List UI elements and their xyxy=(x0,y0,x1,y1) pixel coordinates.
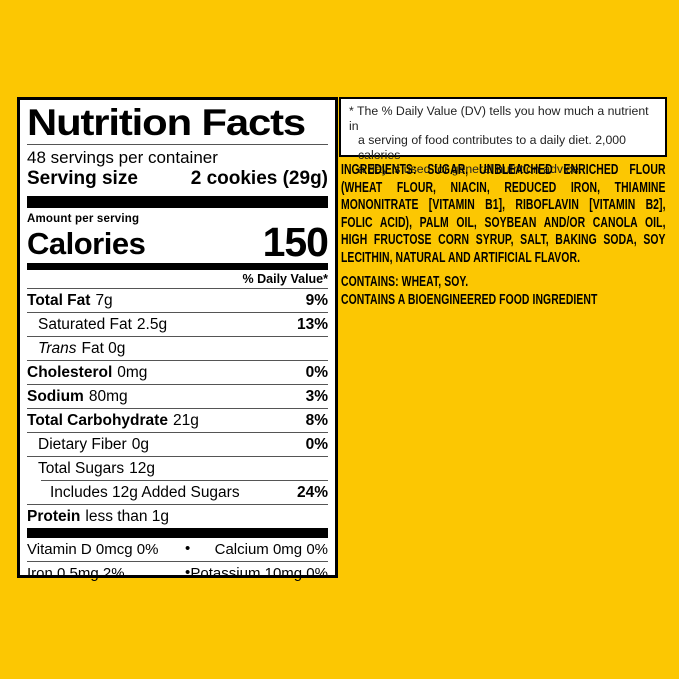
nutrient-name: Includes 12g Added Sugars xyxy=(50,483,240,501)
nutrient-name: Dietary Fiber xyxy=(38,435,127,453)
serving-size-value: 2 cookies (29g) xyxy=(190,168,328,189)
nutrient-name: Cholesterol xyxy=(27,363,113,381)
nutrient-amount: 21g xyxy=(172,411,199,429)
calories-value: 150 xyxy=(262,219,329,265)
nutrient-amount: 80mg xyxy=(88,387,128,405)
daily-value-header: % Daily Value* xyxy=(242,272,328,286)
ingredients-statement: INGREDIENTS: SUGAR, UNBLEACHED ENRICHED … xyxy=(341,162,666,310)
nutrient-amount: 2.5g xyxy=(136,315,168,333)
nutrient-name: Total Carbohydrate xyxy=(27,411,168,429)
nutrient-row-trans-fat: Trans Fat 0g xyxy=(27,336,328,360)
nutrient-row-dietary-fiber: Dietary Fiber 0g 0% xyxy=(27,432,328,456)
nutrient-row-total-fat: Total Fat 7g 9% xyxy=(27,288,328,312)
nutrient-row-saturated-fat: Saturated Fat 2.5g 13% xyxy=(27,312,328,336)
bioengineered-statement: CONTAINS A BIOENGINEERED FOOD INGREDIENT xyxy=(341,292,598,308)
serving-size-label: Serving size xyxy=(27,168,138,189)
nutrient-dv: 0% xyxy=(305,435,328,453)
nutrient-name: Saturated Fat xyxy=(38,315,132,333)
micronutrient-row-vitamin-d-calcium: Vitamin D 0mcg 0% • Calcium 0mg 0% xyxy=(27,538,328,561)
serving-size-row: Serving size 2 cookies (29g) xyxy=(27,168,328,190)
nutrient-amount: Fat 0g xyxy=(81,339,126,357)
micronutrient-row-iron-potassium: Iron 0.5mg 2% • Potassium 10mg 0% xyxy=(27,561,328,585)
footnote-line: a day is used for general nutrition advi… xyxy=(358,162,583,176)
nutrient-row-protein: Protein less than 1g xyxy=(27,504,328,528)
nutrient-row-total-carbohydrate: Total Carbohydrate 21g 8% xyxy=(27,408,328,432)
nutrient-dv: 24% xyxy=(296,483,328,501)
nutrient-dv: 13% xyxy=(296,315,328,333)
nutrient-dv: 3% xyxy=(305,387,328,405)
servings-per-container: 48 servings per container xyxy=(27,148,218,167)
micronutrient-right: Calcium 0mg 0% xyxy=(214,540,328,558)
allergen-contains-statement: CONTAINS: WHEAT, SOY. xyxy=(341,274,469,290)
ingredients-line: FOLIC ACID), PALM OIL, SOYBEAN AND/OR CA… xyxy=(341,214,666,231)
calories-row: Calories 150 xyxy=(27,219,329,265)
nutrient-amount: 0mg xyxy=(117,363,148,381)
nutrition-facts-title: Nutrition Facts xyxy=(27,102,306,143)
thick-divider-bar-bottom xyxy=(27,528,328,538)
ingredients-line: (WHEAT FLOUR, NIACIN, REDUCED IRON, THIA… xyxy=(341,179,666,196)
nutrient-name: Protein xyxy=(27,507,81,525)
title-divider xyxy=(27,144,328,145)
footnote-line: a serving of food contributes to a daily… xyxy=(358,133,626,162)
nutrient-dv: 0% xyxy=(305,363,328,381)
nutrient-name: Trans xyxy=(38,339,77,357)
calories-label: Calories xyxy=(27,226,146,261)
ingredients-line: MONONITRATE [VITAMIN B1], RIBOFLAVIN [VI… xyxy=(341,197,666,213)
footnote-line: * The % Daily Value (DV) tells you how m… xyxy=(349,104,649,133)
medium-divider-bar xyxy=(27,263,328,270)
micronutrient-right: Potassium 10mg 0% xyxy=(190,564,328,582)
thick-divider-bar xyxy=(27,196,328,208)
ingredients-line: HIGH FRUCTOSE CORN SYRUP, SALT, BAKING S… xyxy=(341,232,666,248)
indented-divider xyxy=(41,480,328,481)
nutrient-amount: 7g xyxy=(95,291,113,309)
amount-per-serving-label: Amount per serving xyxy=(27,213,140,225)
nutrient-amount: less than 1g xyxy=(85,507,169,525)
nutrient-name: Total Fat xyxy=(27,291,91,309)
nutrient-row-cholesterol: Cholesterol 0mg 0% xyxy=(27,360,328,384)
nutrient-row-added-sugars: Includes 12g Added Sugars 24% xyxy=(27,481,328,504)
micronutrient-left: Vitamin D 0mcg 0% xyxy=(27,540,159,558)
nutrient-amount: 0g xyxy=(131,435,149,453)
nutrient-name: Sodium xyxy=(27,387,84,405)
nutrition-facts-panel: Nutrition Facts 48 servings per containe… xyxy=(17,97,338,582)
nutrient-amount: 12g xyxy=(129,459,156,477)
nutrient-name: Total Sugars xyxy=(38,459,125,477)
nutrient-row-total-sugars: Total Sugars 12g xyxy=(27,456,328,480)
micronutrient-left: Iron 0.5mg 2% xyxy=(27,564,125,582)
daily-value-footnote-box: * The % Daily Value (DV) tells you how m… xyxy=(339,97,667,176)
bullet-separator-icon: • xyxy=(185,540,191,557)
nutrient-dv: 8% xyxy=(305,411,328,429)
nutrient-dv: 9% xyxy=(305,291,328,309)
ingredients-line: LECITHIN, NATURAL AND ARTIFICIAL FLAVOR. xyxy=(341,249,581,266)
nutrient-row-sodium: Sodium 80mg 3% xyxy=(27,384,328,408)
ingredients-line: INGREDIENTS: SUGAR, UNBLEACHED ENRICHED … xyxy=(341,162,666,178)
bullet-separator-icon: • xyxy=(185,564,191,581)
